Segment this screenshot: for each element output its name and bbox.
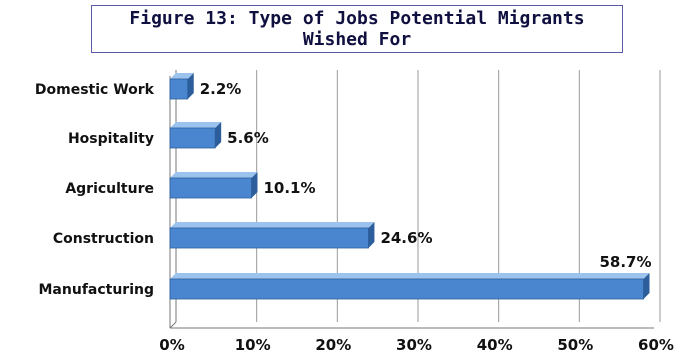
category-label: Domestic Work [35,82,155,98]
data-label: 5.6% [227,129,269,147]
x-tick-label: 30% [396,336,432,354]
data-label: 2.2% [200,80,242,98]
x-tick-label: 60% [638,336,674,354]
x-tick-label: 0% [159,336,184,354]
x-tick-label: 40% [477,336,513,354]
x-tick-label: 10% [235,336,271,354]
x-tick-label: 20% [315,336,351,354]
bar [169,278,644,300]
axis-corner [169,321,177,329]
bar [169,78,189,100]
bar-end-face [251,172,258,198]
bar-top-face [170,73,194,79]
chart-title-line-2: Wished For [302,29,412,50]
bar [169,177,252,199]
bar-top-face [170,222,375,228]
data-label: 58.7% [599,253,651,271]
bar [169,227,369,249]
bar-top-face [170,122,222,128]
bar-end-face [215,122,222,148]
category-label: Hospitality [68,131,154,147]
category-label: Manufacturing [39,282,155,298]
bar-top-face [170,172,258,178]
bar [169,127,216,149]
category-label: Agriculture [65,181,154,197]
bar-end-face [368,222,375,248]
chart-title-line-1: Figure 13: Type of Jobs Potential Migran… [129,8,585,29]
x-tick-label: 50% [557,336,593,354]
category-label: Construction [53,231,154,247]
bar-end-face [643,273,650,299]
data-label: 10.1% [263,179,315,197]
chart-title: Figure 13: Type of Jobs Potential Migran… [91,5,623,53]
bar-end-face [187,73,194,99]
data-label: 24.6% [380,229,432,247]
bar-top-face [170,273,650,279]
